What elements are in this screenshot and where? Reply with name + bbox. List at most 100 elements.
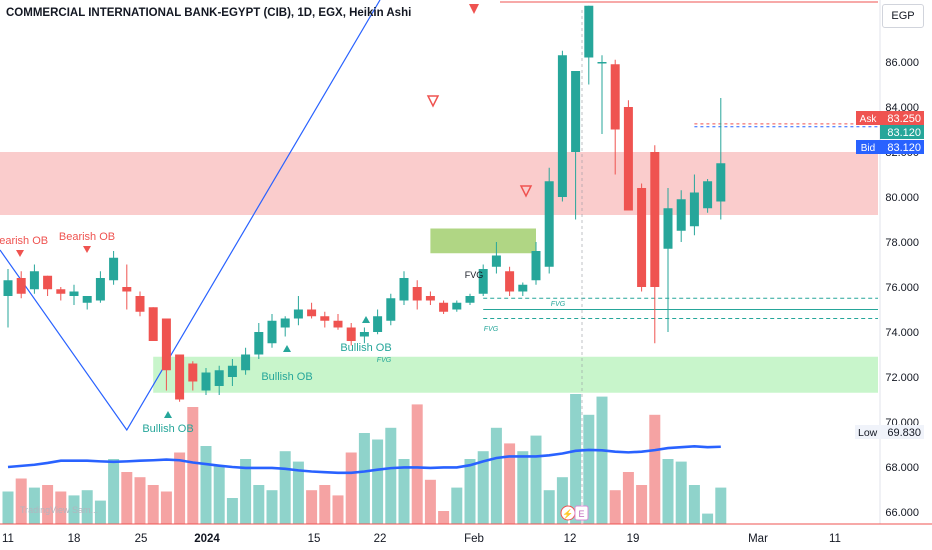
- bullish-zone: [153, 356, 878, 393]
- volume-bar: [715, 487, 727, 524]
- fvg-label: FVG: [484, 326, 499, 333]
- watermark-text: TradingView Sam...: [20, 505, 98, 515]
- volume-bar: [517, 451, 529, 524]
- candle-body[interactable]: [16, 278, 26, 294]
- candle-body[interactable]: [412, 287, 422, 301]
- candle-body[interactable]: [161, 318, 171, 371]
- candle-body[interactable]: [478, 269, 488, 294]
- x-tick-label: 11: [829, 533, 841, 545]
- candle-body[interactable]: [650, 152, 660, 287]
- candle-body[interactable]: [188, 363, 198, 382]
- volume-bar: [306, 490, 318, 524]
- candle-body[interactable]: [122, 287, 132, 292]
- candle-body[interactable]: [254, 332, 264, 355]
- candle-body[interactable]: [56, 289, 66, 294]
- x-tick-label: Mar: [748, 533, 768, 545]
- ask-value: 83.250: [887, 113, 921, 125]
- candle-body[interactable]: [241, 354, 251, 371]
- candle-body[interactable]: [3, 280, 13, 296]
- volume-bar: [319, 485, 331, 524]
- currency-button[interactable]: EGP: [882, 4, 924, 28]
- candle-body[interactable]: [175, 354, 185, 400]
- candle-body[interactable]: [531, 251, 541, 281]
- volume-bar: [81, 490, 93, 524]
- candle-body[interactable]: [333, 320, 343, 328]
- volume-bar: [702, 513, 714, 524]
- candle-body[interactable]: [227, 365, 237, 377]
- last-price-value: 83.120: [887, 127, 921, 139]
- volume-bar: [121, 472, 133, 524]
- candle-body[interactable]: [109, 257, 119, 281]
- candle-body[interactable]: [359, 332, 369, 337]
- candle-body[interactable]: [320, 316, 330, 321]
- volume-bar: [226, 498, 238, 524]
- volume-bar: [266, 490, 278, 524]
- volume-bar: [622, 472, 634, 524]
- low-label-bg: [855, 425, 924, 439]
- fvg-box: [430, 228, 536, 254]
- candle-body[interactable]: [557, 55, 567, 197]
- event-icon[interactable]: [574, 505, 589, 521]
- candle-body[interactable]: [663, 208, 673, 249]
- candle-body[interactable]: [439, 302, 449, 312]
- candle-body[interactable]: [69, 291, 79, 297]
- candle-body[interactable]: [307, 309, 317, 317]
- candle-body[interactable]: [623, 107, 633, 211]
- bearish-ob-marker: [83, 246, 91, 253]
- x-tick-label: 25: [135, 533, 148, 545]
- y-tick-label: 78.000: [885, 237, 919, 249]
- candle-body[interactable]: [135, 296, 145, 312]
- candle-body[interactable]: [544, 181, 554, 267]
- x-tick-label: Feb: [464, 533, 484, 545]
- candle-body[interactable]: [95, 278, 105, 301]
- volume-bar: [134, 477, 146, 524]
- candle-body[interactable]: [373, 316, 383, 332]
- volume-bar: [451, 487, 463, 524]
- candle-body[interactable]: [689, 192, 699, 227]
- candle-body[interactable]: [491, 255, 501, 267]
- y-tick-label: 66.000: [885, 507, 919, 519]
- candle-body[interactable]: [386, 298, 396, 321]
- candle-body[interactable]: [518, 284, 528, 292]
- event-glyph: E: [578, 509, 584, 519]
- volume-bar: [15, 478, 27, 524]
- candle-body[interactable]: [676, 199, 686, 231]
- volume-bar: [636, 485, 648, 524]
- candle-body[interactable]: [703, 181, 713, 209]
- volume-bar: [253, 485, 265, 524]
- candle-body[interactable]: [452, 302, 462, 310]
- candle-body[interactable]: [637, 188, 647, 287]
- candle-body[interactable]: [267, 320, 277, 344]
- candle-body[interactable]: [716, 163, 726, 202]
- candle-body[interactable]: [399, 278, 409, 301]
- candle-body[interactable]: [43, 275, 53, 290]
- candle-body[interactable]: [610, 64, 620, 130]
- ask-label-bg: [856, 111, 880, 125]
- candle-body[interactable]: [148, 307, 158, 341]
- candle-body[interactable]: [280, 318, 290, 328]
- candle-body[interactable]: [29, 271, 39, 290]
- candle-body[interactable]: [293, 309, 303, 319]
- candle-body[interactable]: [214, 370, 224, 386]
- volume-bar: [609, 490, 621, 524]
- candle-body[interactable]: [571, 71, 581, 152]
- candle-body[interactable]: [465, 296, 475, 303]
- candle-body[interactable]: [425, 296, 435, 301]
- volume-bar: [147, 485, 159, 524]
- candle-body[interactable]: [346, 327, 356, 342]
- y-tick-label: 72.000: [885, 372, 919, 384]
- candle-body[interactable]: [597, 62, 607, 64]
- bearish-ob-label: Bearish OB: [59, 231, 115, 243]
- bid-label-bg: [856, 140, 880, 154]
- candle-body[interactable]: [584, 5, 594, 58]
- x-tick-label: 2024: [194, 533, 220, 545]
- trendline[interactable]: [0, 0, 381, 432]
- candle-body[interactable]: [82, 296, 92, 303]
- chart-title: COMMERCIAL INTERNATIONAL BANK-EGYPT (CIB…: [6, 7, 412, 19]
- fvg-label: FVG: [551, 301, 566, 308]
- candle-body[interactable]: [505, 271, 515, 292]
- candle-body[interactable]: [201, 372, 211, 391]
- ask-value-bg: [880, 111, 924, 125]
- x-tick-label: 12: [564, 533, 577, 545]
